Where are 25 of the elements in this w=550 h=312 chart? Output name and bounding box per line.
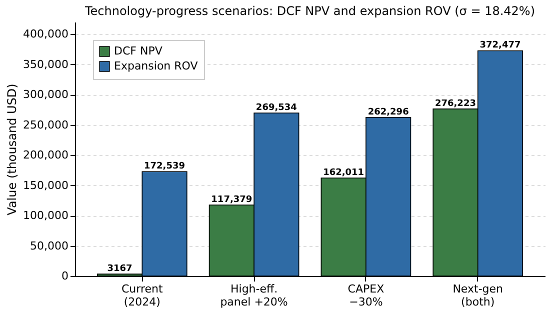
- y-tick-label: 50,000: [30, 239, 68, 252]
- legend-label: DCF NPV: [114, 44, 163, 58]
- data-label: 3167: [107, 264, 132, 274]
- data-label: 162,011: [323, 168, 364, 178]
- data-label: 276,223: [434, 98, 476, 109]
- x-tick-label: High-eff. panel +20%: [220, 282, 288, 308]
- data-label: 269,534: [256, 102, 297, 113]
- data-label: 117,379: [211, 195, 252, 206]
- chart-title: Technology-progress scenarios: DCF NPV and expansion ROV (σ = 18.42%): [84, 4, 536, 18]
- data-label: 372,477: [480, 40, 521, 51]
- x-tick-label: Current (2024): [121, 282, 164, 308]
- y-tick-label: 0: [62, 270, 68, 282]
- data-label: 172,539: [144, 162, 186, 172]
- y-tick-label: 400,000: [23, 28, 68, 41]
- y-tick-label: 200,000: [23, 148, 68, 162]
- data-label: 262,296: [368, 107, 409, 118]
- y-tick-label: 100,000: [23, 209, 68, 222]
- y-tick-label: 250,000: [23, 118, 68, 132]
- y-tick-label: 300,000: [23, 88, 68, 102]
- y-tick-label: 350,000: [23, 58, 68, 71]
- x-tick-label: Next-gen (both): [452, 282, 504, 308]
- y-axis-title: Value (thousand USD): [5, 84, 20, 216]
- x-tick-label: CAPEX −30%: [348, 282, 385, 308]
- legend-label: Expansion ROV: [114, 60, 198, 72]
- y-tick-label: 150,000: [23, 178, 68, 192]
